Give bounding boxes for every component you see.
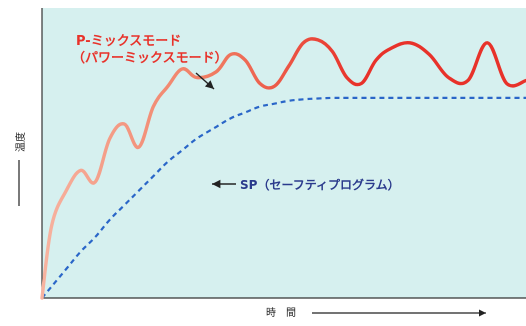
pmix-pointer-arrow (195, 72, 215, 90)
y-axis-label-group: 温度 (14, 132, 27, 206)
plot-background (42, 8, 526, 298)
pmix-annotation-line1: P-ミックスモード (76, 34, 181, 49)
x-axis-label-group: 時 間 (266, 307, 486, 319)
series-line-pmix (40, 37, 526, 300)
sp-annotation: SP（セーフティプログラム） (240, 177, 400, 192)
x-axis-label: 時 間 (266, 307, 296, 319)
annotations: P-ミックスモード （パワーミックスモード） SP（セーフティプログラム） (72, 34, 400, 192)
y-axis-label: 温度 (14, 132, 27, 152)
pmix-annotation-line2: （パワーミックスモード） (72, 50, 228, 66)
series-line-sp (41, 96, 526, 299)
